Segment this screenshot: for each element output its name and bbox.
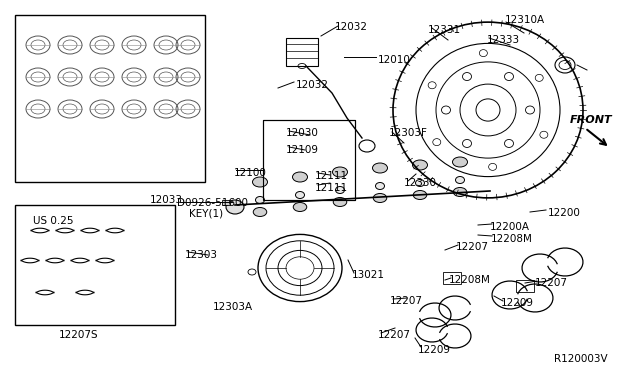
Text: KEY(1): KEY(1) xyxy=(189,209,223,219)
Text: 12208M: 12208M xyxy=(491,234,533,244)
Ellipse shape xyxy=(255,196,264,203)
Ellipse shape xyxy=(333,167,348,177)
Ellipse shape xyxy=(452,157,467,167)
Text: 12310A: 12310A xyxy=(505,15,545,25)
Text: 12303F: 12303F xyxy=(389,128,428,138)
Text: 12111: 12111 xyxy=(315,183,348,193)
Ellipse shape xyxy=(253,177,268,187)
Text: 12303: 12303 xyxy=(185,250,218,260)
Text: 12111: 12111 xyxy=(315,171,348,181)
Text: FRONT: FRONT xyxy=(570,115,612,125)
Text: 12207: 12207 xyxy=(456,242,489,252)
Bar xyxy=(15,15,205,182)
Text: 13021: 13021 xyxy=(352,270,385,280)
Ellipse shape xyxy=(335,186,344,193)
Text: US 0.25: US 0.25 xyxy=(33,216,74,226)
Bar xyxy=(15,205,175,325)
Text: 12333: 12333 xyxy=(487,35,520,45)
Text: 12209: 12209 xyxy=(501,298,534,308)
Text: R120003V: R120003V xyxy=(554,354,607,364)
Text: 12032: 12032 xyxy=(335,22,368,32)
Ellipse shape xyxy=(333,198,347,206)
Bar xyxy=(443,272,461,284)
Text: 12303A: 12303A xyxy=(213,302,253,312)
Text: 12010: 12010 xyxy=(378,55,411,65)
Text: 12330: 12330 xyxy=(404,178,437,188)
Ellipse shape xyxy=(453,187,467,196)
Ellipse shape xyxy=(253,208,267,217)
Text: 12100: 12100 xyxy=(234,168,267,178)
Text: 12207: 12207 xyxy=(390,296,423,306)
Text: 12109: 12109 xyxy=(286,145,319,155)
Ellipse shape xyxy=(372,163,387,173)
Ellipse shape xyxy=(226,200,244,214)
Text: 12207: 12207 xyxy=(378,330,411,340)
Text: 12207S: 12207S xyxy=(59,330,99,340)
Text: 12331: 12331 xyxy=(428,25,461,35)
Ellipse shape xyxy=(413,190,427,199)
Text: 12032: 12032 xyxy=(296,80,329,90)
Text: 12033: 12033 xyxy=(150,195,183,205)
Ellipse shape xyxy=(373,193,387,202)
Ellipse shape xyxy=(296,192,305,199)
Text: 12030: 12030 xyxy=(286,128,319,138)
Bar xyxy=(286,38,318,66)
Text: 12208M: 12208M xyxy=(449,275,491,285)
Text: 12207: 12207 xyxy=(535,278,568,288)
Ellipse shape xyxy=(456,176,465,183)
Bar xyxy=(222,200,230,205)
Text: 12209: 12209 xyxy=(418,345,451,355)
Ellipse shape xyxy=(413,160,428,170)
Text: D0926-51600: D0926-51600 xyxy=(177,198,248,208)
Text: 12200: 12200 xyxy=(548,208,581,218)
Text: 12200A: 12200A xyxy=(490,222,530,232)
Ellipse shape xyxy=(376,183,385,189)
Bar xyxy=(263,120,355,200)
Ellipse shape xyxy=(292,172,307,182)
Bar xyxy=(516,280,534,292)
Bar xyxy=(263,120,355,200)
Ellipse shape xyxy=(415,180,424,186)
Ellipse shape xyxy=(293,202,307,212)
